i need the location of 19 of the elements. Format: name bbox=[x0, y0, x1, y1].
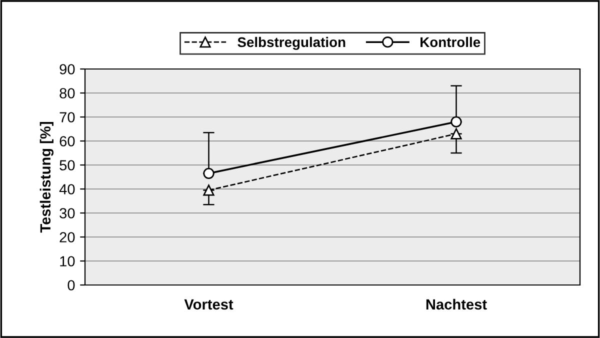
x-tick-label: Nachtest bbox=[426, 298, 487, 310]
y-tick-label: 80 bbox=[60, 88, 75, 98]
y-tick-label: 20 bbox=[60, 232, 75, 242]
y-tick-label: 30 bbox=[60, 208, 75, 218]
y-axis-title: Testleistung [%] bbox=[40, 122, 54, 233]
y-tick-label: 60 bbox=[60, 136, 75, 146]
y-tick-label: 0 bbox=[68, 280, 75, 290]
y-tick-label: 70 bbox=[60, 112, 75, 122]
legend-label: Kontrolle bbox=[420, 36, 480, 48]
legend-label: Selbstregulation bbox=[238, 36, 346, 50]
point bbox=[203, 168, 214, 179]
y-tick-label: 50 bbox=[60, 160, 75, 170]
y-tick-label: 10 bbox=[60, 256, 75, 266]
point bbox=[203, 184, 214, 196]
x-tick-label: Vortest bbox=[184, 299, 234, 310]
y-tick-label: 40 bbox=[59, 184, 75, 194]
y-tick-label: 90 bbox=[60, 64, 75, 74]
point bbox=[450, 116, 462, 128]
point bbox=[450, 128, 462, 140]
